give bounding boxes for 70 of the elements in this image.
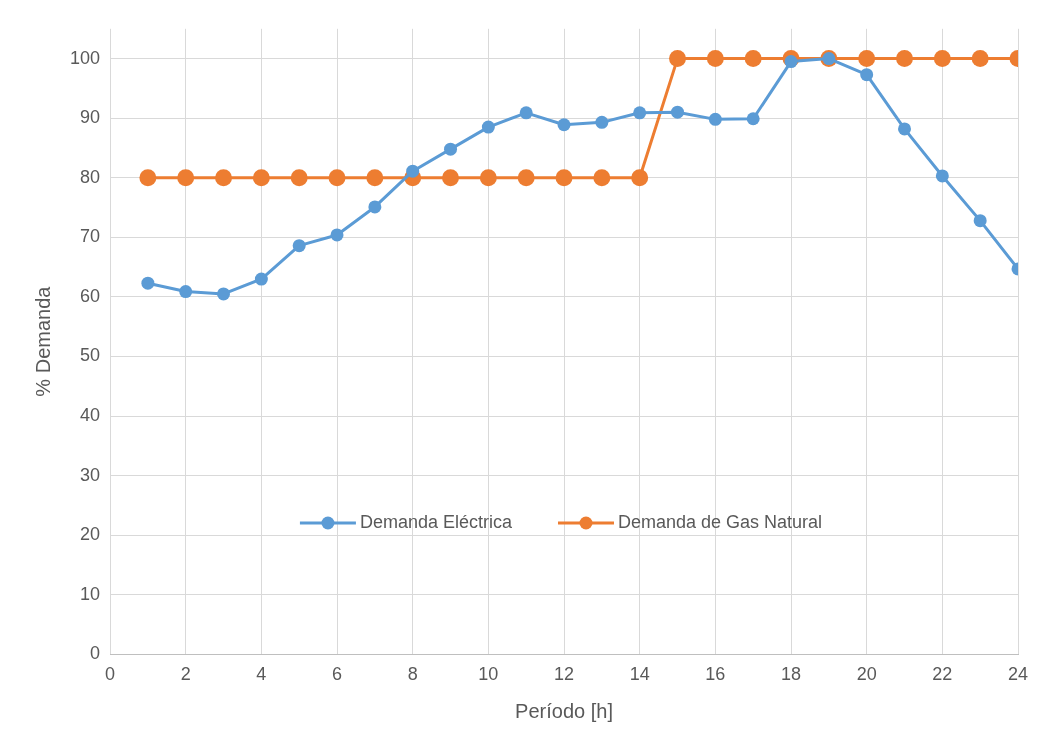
x-tick-label: 0	[105, 664, 116, 685]
x-tick-label: 2	[180, 664, 191, 685]
y-tick-label: 70	[80, 226, 101, 247]
x-tick-label: 10	[478, 664, 499, 685]
point	[935, 169, 949, 183]
x-tick-label: 8	[407, 664, 418, 685]
point	[254, 272, 268, 286]
x-axis-title: Período [h]	[515, 699, 613, 722]
y-tick-label: 60	[80, 285, 101, 306]
y-tick-label: 10	[80, 583, 101, 604]
y-tick-label: 50	[80, 345, 101, 366]
y-tick-label: 30	[80, 464, 101, 485]
point	[973, 214, 987, 228]
point	[898, 122, 911, 136]
point	[746, 112, 760, 126]
x-tick-label: 12	[554, 664, 575, 685]
legend-label: Demanda de Gas Natural	[618, 511, 823, 532]
x-tick-label: 18	[780, 664, 802, 685]
point	[744, 50, 762, 68]
y-axis-title: % Demanda	[31, 285, 54, 397]
point	[631, 169, 649, 187]
point	[860, 68, 874, 82]
point	[290, 169, 308, 187]
point	[139, 169, 157, 187]
point	[784, 55, 798, 69]
point	[481, 120, 495, 134]
point	[368, 200, 382, 214]
point	[671, 105, 685, 119]
point	[858, 50, 876, 68]
point	[971, 50, 989, 68]
point	[519, 106, 533, 120]
point	[706, 50, 724, 68]
x-tick-label: 6	[332, 664, 343, 685]
x-tick-label: 20	[856, 664, 877, 685]
point	[708, 112, 722, 126]
legend-label: Demanda Eléctrica	[359, 511, 513, 532]
point	[330, 228, 344, 242]
point	[896, 50, 913, 68]
y-tick-label: 100	[69, 47, 101, 68]
point	[444, 142, 458, 156]
y-tick-label: 90	[80, 107, 101, 128]
point	[366, 169, 384, 187]
x-tick-label: 22	[932, 664, 953, 685]
x-tick-label: 16	[705, 664, 726, 685]
point	[557, 118, 571, 132]
point	[217, 287, 231, 301]
point	[479, 169, 497, 187]
point	[593, 169, 611, 187]
point	[292, 239, 306, 253]
point	[517, 169, 535, 187]
point	[595, 115, 609, 129]
point	[633, 106, 647, 120]
point	[933, 50, 951, 68]
y-tick-label: 40	[80, 405, 101, 426]
x-tick-label: 4	[256, 664, 267, 685]
point	[252, 169, 270, 187]
point	[406, 164, 420, 178]
point	[141, 276, 155, 290]
point	[442, 169, 460, 187]
point	[555, 169, 573, 187]
point	[328, 169, 346, 187]
y-tick-label: 0	[90, 643, 101, 664]
y-tick-label: 80	[80, 166, 101, 187]
point	[179, 285, 193, 299]
point	[177, 169, 195, 187]
point	[215, 169, 233, 187]
x-tick-label: 14	[629, 664, 650, 685]
y-tick-label: 20	[80, 524, 101, 545]
point	[669, 50, 687, 68]
x-tick-label: 24	[1007, 664, 1029, 685]
